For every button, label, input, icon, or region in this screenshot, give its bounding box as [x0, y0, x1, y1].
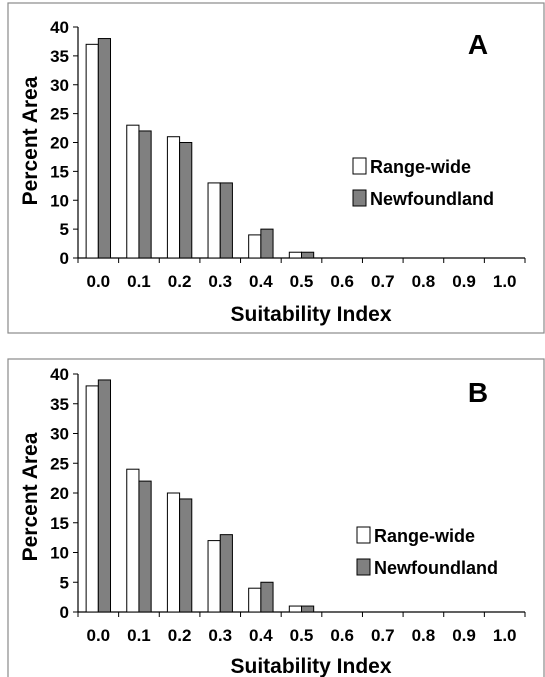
bar-range-wide [288, 605, 302, 613]
y-axis-ticks: 0 5 10 15 20 25 30 35 40 [50, 18, 78, 268]
bar-newfoundland [97, 38, 112, 259]
plot-area [77, 27, 525, 259]
x-tick-label: 0.4 [249, 272, 273, 291]
y-tick-label: 5 [60, 220, 69, 239]
x-tick-label: 1.0 [493, 272, 517, 291]
x-axis-ticks: 0.0 0.1 0.2 0.3 0.4 0.5 0.6 0.7 0.8 0.9 1.0 [77, 612, 526, 645]
legend-swatch-range-wide [356, 526, 371, 544]
panel-label-a: A [468, 29, 488, 60]
y-tick-label: 35 [50, 47, 69, 66]
y-tick-label: 40 [50, 365, 69, 384]
bar-newfoundland [260, 581, 274, 613]
x-tick-label: 0.3 [208, 272, 232, 291]
y-tick-label: 30 [50, 425, 69, 444]
y-tick-label: 30 [50, 76, 69, 95]
panel-label-b: B [468, 377, 488, 408]
legend-label-newfoundland: Newfoundland [374, 558, 498, 578]
bar-newfoundland [138, 480, 152, 613]
x-tick-label: 0.5 [290, 626, 314, 645]
y-tick-label: 0 [60, 603, 69, 622]
y-axis-title: Percent Area [19, 432, 42, 561]
y-tick-label: 5 [60, 573, 69, 592]
legend-label-range-wide: Range-wide [370, 157, 471, 177]
x-tick-label: 0.1 [127, 626, 151, 645]
x-tick-label: 0.8 [412, 272, 436, 291]
bar-newfoundland [138, 130, 152, 259]
y-tick-label: 25 [50, 105, 69, 124]
x-tick-label: 0.2 [168, 272, 192, 291]
bar-range-wide [288, 251, 302, 259]
legend-label-range-wide: Range-wide [374, 526, 475, 546]
bar-range-wide [126, 468, 140, 613]
y-tick-label: 0 [60, 249, 69, 268]
bar-newfoundland [301, 605, 315, 613]
legend-label-newfoundland: Newfoundland [370, 189, 494, 209]
x-tick-label: 0.7 [371, 272, 395, 291]
x-tick-label: 0.6 [330, 626, 354, 645]
x-tick-label: 0.1 [127, 272, 151, 291]
x-axis-title: Suitability Index [230, 303, 391, 326]
x-tick-label: 0.0 [86, 626, 110, 645]
bar-newfoundland [179, 498, 193, 613]
x-tick-label: 0.9 [452, 626, 476, 645]
plot-area [77, 374, 525, 613]
bar-range-wide [126, 124, 140, 259]
bar-newfoundland [179, 142, 193, 259]
x-tick-label: 0.9 [452, 272, 476, 291]
x-tick-label: 0.6 [330, 272, 354, 291]
legend-swatch-newfoundland [352, 189, 367, 207]
y-tick-label: 20 [50, 484, 69, 503]
y-tick-label: 15 [50, 162, 69, 181]
x-tick-label: 0.7 [371, 626, 395, 645]
y-axis-title: Percent Area [19, 76, 42, 205]
x-tick-label: 0.8 [412, 626, 436, 645]
bar-range-wide [85, 385, 99, 613]
x-tick-label: 0.2 [168, 626, 192, 645]
bar-range-wide [166, 492, 181, 613]
y-tick-label: 25 [50, 454, 69, 473]
bar-range-wide [207, 182, 221, 259]
x-tick-label: 0.5 [290, 272, 314, 291]
bar-range-wide [166, 136, 181, 259]
y-tick-label: 40 [50, 18, 69, 37]
bar-newfoundland [260, 228, 274, 259]
y-tick-label: 20 [50, 134, 69, 153]
x-tick-label: 0.0 [86, 272, 110, 291]
bar-newfoundland [219, 182, 233, 259]
bar-range-wide [207, 540, 221, 613]
legend-swatch-range-wide [352, 157, 367, 175]
y-tick-label: 35 [50, 395, 69, 414]
bar-range-wide [248, 234, 262, 259]
x-axis-ticks: 0.0 0.1 0.2 0.3 0.4 0.5 0.6 0.7 0.8 0.9 1.0 [77, 258, 526, 291]
x-tick-label: 0.4 [249, 626, 273, 645]
bar-newfoundland [219, 534, 233, 613]
y-tick-label: 10 [50, 544, 69, 563]
legend-swatch-newfoundland [356, 558, 371, 576]
y-tick-label: 15 [50, 514, 69, 533]
x-tick-label: 0.3 [208, 626, 232, 645]
legend: Range-wide Newfoundland [356, 526, 498, 578]
bar-range-wide [248, 587, 262, 613]
bar-newfoundland [301, 251, 315, 259]
x-axis-title: Suitability Index [230, 655, 391, 677]
bar-range-wide [85, 43, 99, 259]
x-tick-label: 1.0 [493, 626, 517, 645]
legend: Range-wide Newfoundland [352, 157, 494, 209]
y-axis-ticks: 0 5 10 15 20 25 30 35 40 [50, 365, 78, 622]
y-tick-label: 10 [50, 191, 69, 210]
bar-newfoundland [97, 379, 112, 613]
